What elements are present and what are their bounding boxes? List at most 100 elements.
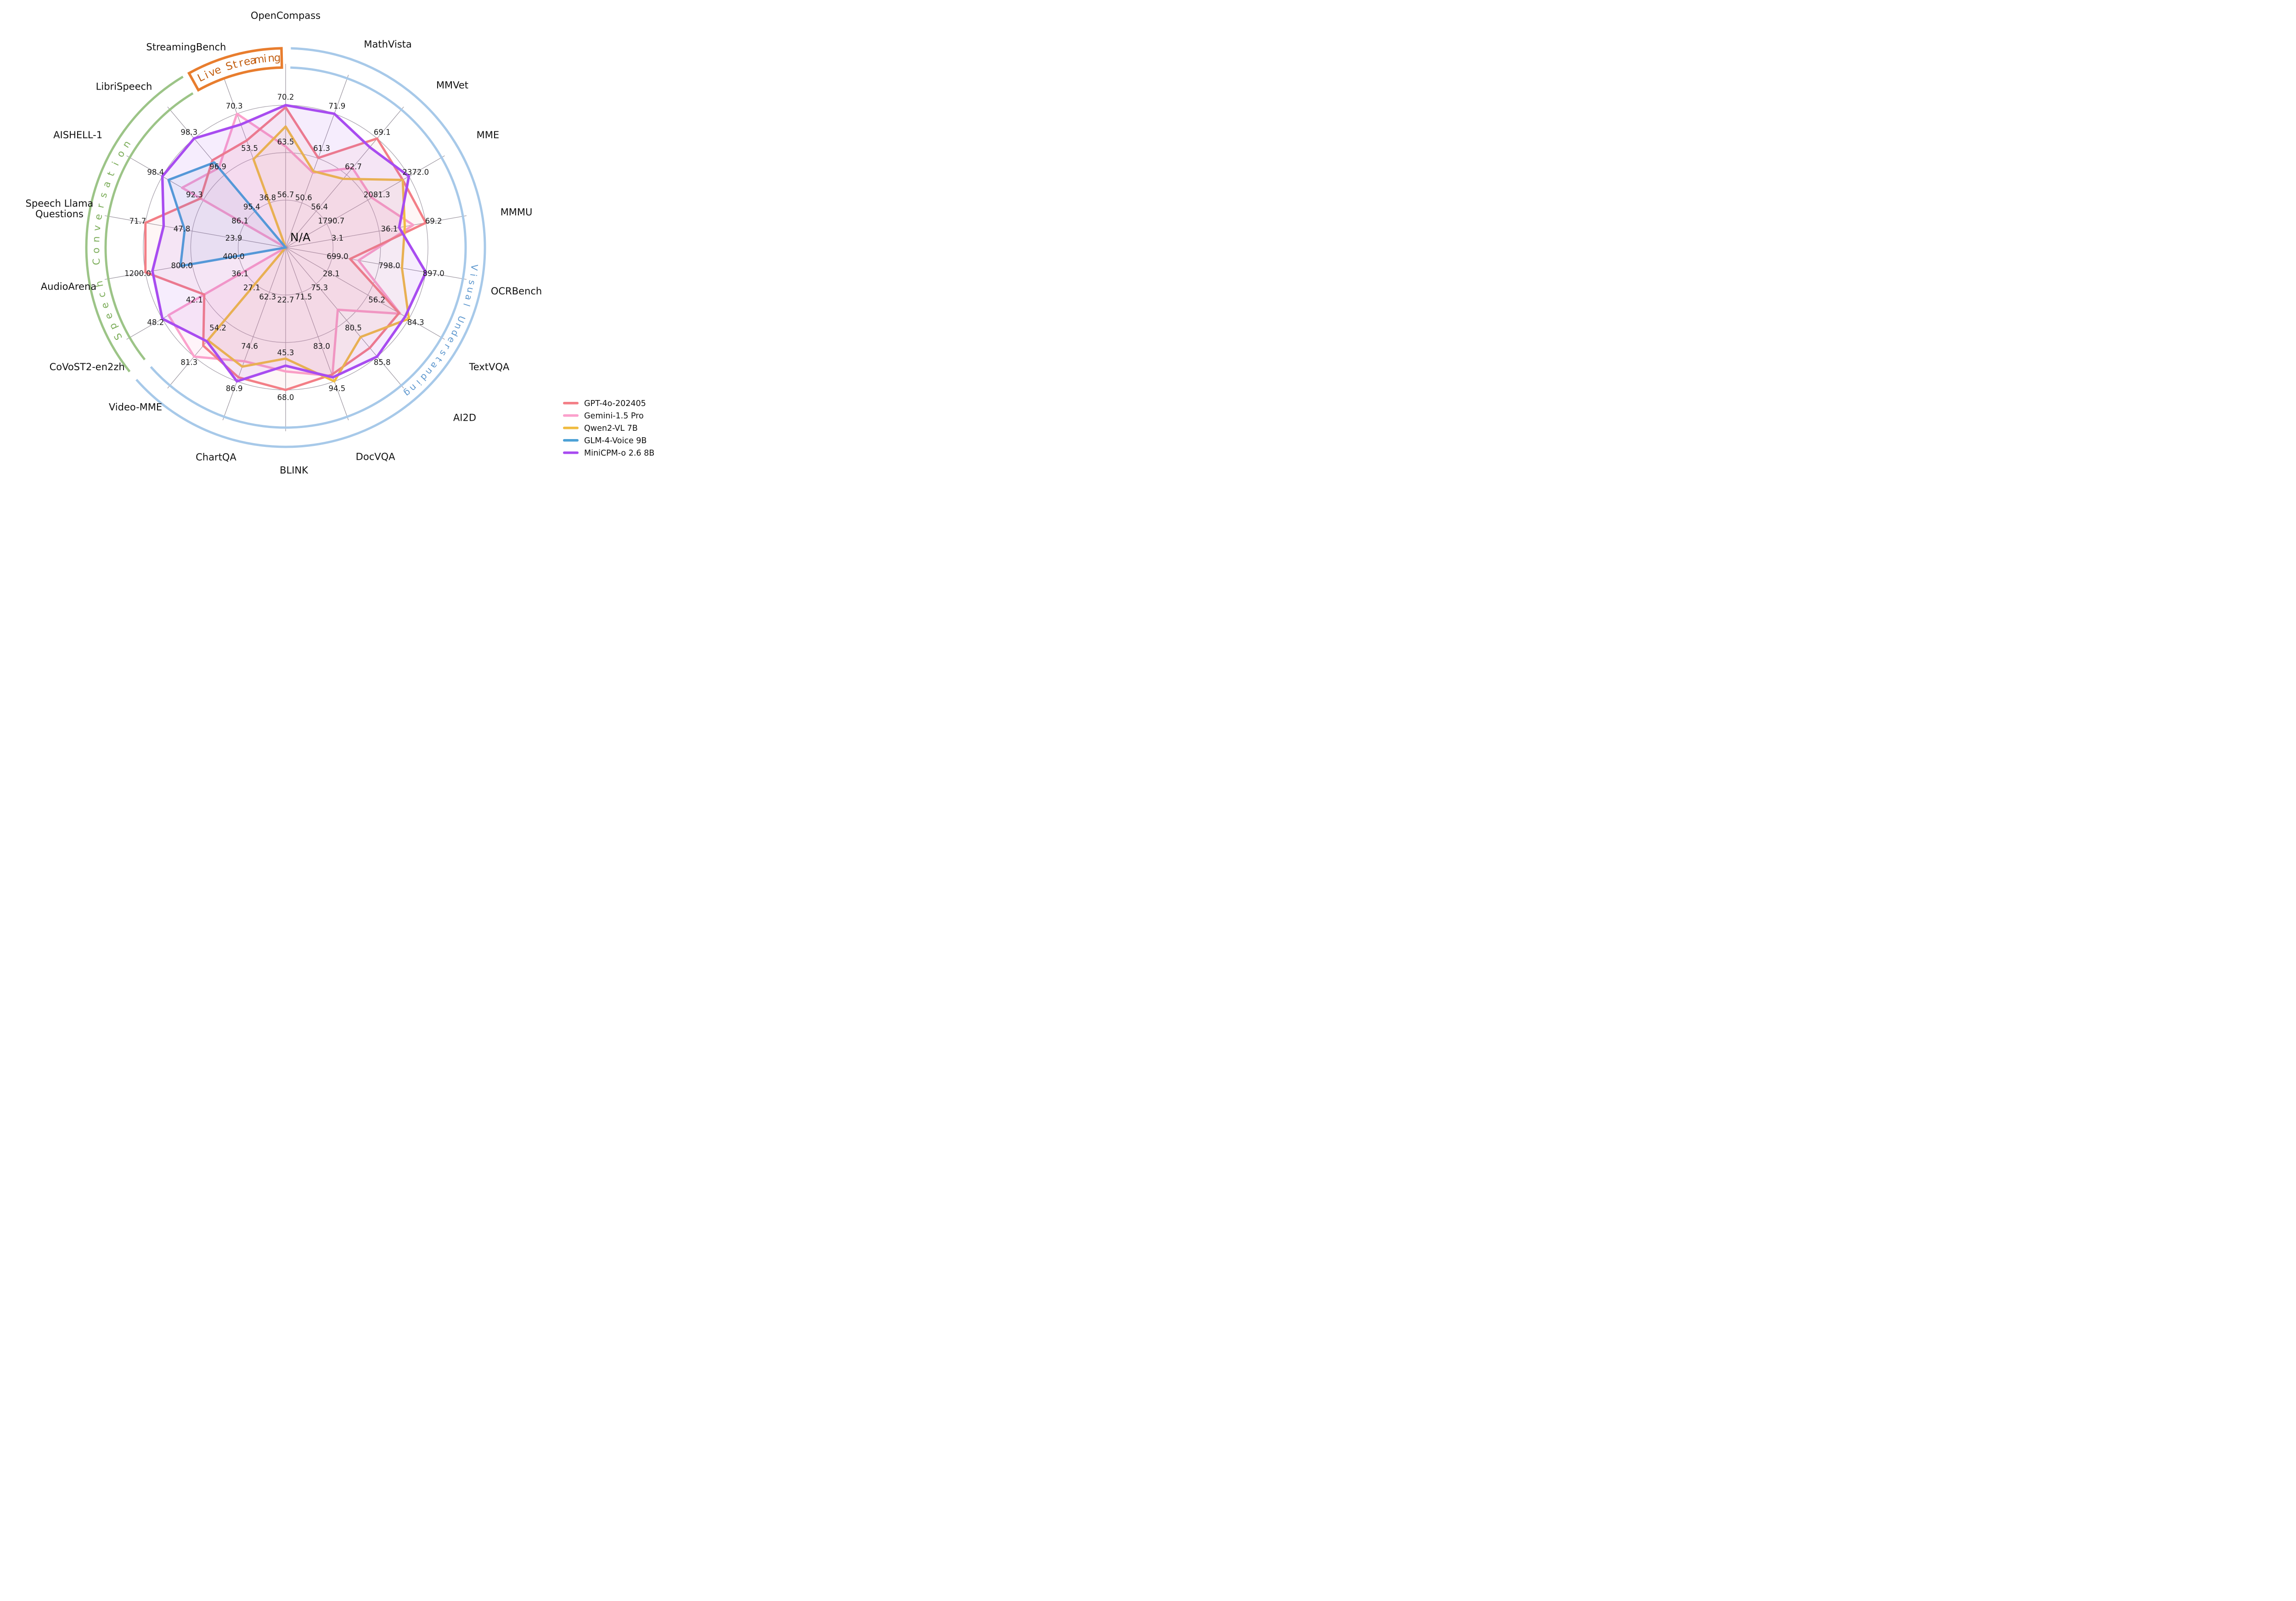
- legend-swatch-2: [563, 427, 579, 429]
- band-label-char-live: g: [274, 52, 281, 64]
- tick-label-axis15-ring2: 92.3: [186, 190, 203, 199]
- tick-label-axis9-ring1: 22.7: [277, 296, 294, 304]
- tick-label-axis15-ring3: 98.4: [147, 168, 164, 176]
- band-label-char-speech: h: [94, 280, 106, 288]
- tick-label-axis0-ring2: 63.5: [277, 138, 294, 147]
- tick-label-axis13-ring2: 800.0: [171, 261, 192, 270]
- tick-label-axis3-ring1: 1790.7: [318, 217, 344, 225]
- legend-label-2: Qwen2-VL 7B: [584, 424, 638, 433]
- axis-spoke-10: [222, 247, 286, 421]
- tick-label-axis12-ring3: 48.2: [147, 318, 164, 327]
- tick-label-axis0-ring1: 56.7: [277, 190, 294, 199]
- tick-label-axis13-ring3: 1200.0: [124, 269, 151, 278]
- axis-label-streamingbench: StreamingBench: [146, 42, 226, 53]
- band-label-char-speech: n: [120, 139, 133, 150]
- axis-label-ai2d: AI2D: [453, 412, 476, 423]
- tick-label-axis16-ring2: 96.9: [209, 162, 226, 171]
- tick-label-axis7-ring2: 80.5: [345, 324, 362, 333]
- band-label-char-speech: e: [99, 301, 111, 310]
- tick-label-axis8-ring1: 71.5: [295, 293, 312, 301]
- legend-label-1: Gemini-1.5 Pro: [584, 412, 644, 421]
- band-label-char-speech: i: [110, 160, 121, 168]
- tick-label-axis17-ring1: 36.8: [259, 193, 276, 202]
- axis-label-covost2-en2zh: CoVoST2-en2zh: [50, 361, 125, 372]
- tick-label-axis4-ring2: 36.1: [381, 225, 398, 233]
- band-label-char-live: i: [263, 53, 267, 65]
- legend: GPT-4o-202405 Gemini-1.5 Pro Qwen2-VL 7B GL…: [563, 399, 654, 458]
- axis-label-blink: BLINK: [280, 465, 309, 476]
- tick-label-axis5-ring2: 798.0: [378, 261, 400, 270]
- band-outer-arc-speech: [85, 75, 184, 372]
- band-label-char-live: m: [253, 53, 265, 67]
- tick-label-axis1-ring1: 50.6: [295, 193, 312, 202]
- tick-label-axis7-ring1: 75.3: [311, 283, 328, 292]
- band-label-char-speech: n: [90, 236, 102, 242]
- center-na-label: N/A: [290, 231, 310, 244]
- tick-label-axis6-ring1: 28.1: [323, 269, 340, 278]
- band-label-char-speech: C: [91, 258, 102, 265]
- axis-label-audioarena: AudioArena: [41, 281, 96, 292]
- axis-label-librispeech: LibriSpeech: [96, 81, 152, 92]
- band-inner-arc-speech: [104, 92, 194, 361]
- tick-label-axis3-ring3: 2372.0: [402, 168, 429, 176]
- tick-label-axis9-ring2: 45.3: [277, 348, 294, 357]
- axis-spoke-4: [285, 215, 467, 248]
- axis-spoke-6: [285, 247, 445, 340]
- tick-label-axis14-ring1: 23.9: [225, 234, 242, 242]
- axis-label-chartqa: ChartQA: [196, 451, 236, 462]
- tick-label-axis1-ring2: 61.3: [313, 144, 330, 152]
- tick-label-axis15-ring1: 86.1: [231, 217, 248, 225]
- band-label-char-live: n: [267, 52, 275, 65]
- tick-label-axis11-ring2: 54.2: [209, 324, 226, 333]
- band-label-char-speech: c: [96, 291, 108, 299]
- legend-label-3: GLM-4-Voice 9B: [584, 436, 647, 445]
- tick-label-axis16-ring1: 95.4: [243, 203, 260, 211]
- band-label-char-speech: a: [101, 180, 113, 189]
- tick-label-axis12-ring2: 42.1: [186, 296, 203, 304]
- tick-label-axis2-ring2: 62.7: [345, 162, 362, 171]
- band-label-char-speech: p: [107, 321, 119, 332]
- tick-label-axis17-ring2: 53.5: [241, 144, 258, 152]
- tick-label-axis17-ring3: 70.3: [226, 102, 243, 111]
- tick-label-axis13-ring1: 400.0: [223, 252, 244, 261]
- band-label-char-speech: v: [91, 225, 103, 231]
- band-label-char-speech: r: [95, 203, 106, 209]
- axis-label-speech-llama-questions: Speech Llama Questions: [26, 198, 94, 220]
- tick-label-axis14-ring2: 47.8: [174, 225, 191, 233]
- tick-label-axis2-ring1: 56.4: [311, 203, 328, 211]
- tick-label-axis4-ring1: 3.1: [332, 234, 343, 242]
- tick-label-axis8-ring3: 94.5: [328, 384, 345, 393]
- axis-spoke-1: [285, 74, 349, 248]
- band-label-char-speech: S: [112, 331, 124, 342]
- band-label-char-speech: o: [114, 148, 127, 159]
- axis-label-video-mme: Video-MME: [109, 401, 162, 412]
- axis-spoke-2: [285, 107, 404, 248]
- axis-spoke-7: [285, 247, 404, 389]
- legend-label-4: MiniCPM-o 2.6 8B: [584, 449, 654, 458]
- band-label-char-visual: i: [468, 273, 479, 277]
- tick-label-axis11-ring3: 81.3: [180, 358, 197, 367]
- axis-label-docvqa: DocVQA: [356, 451, 395, 462]
- tick-label-axis0-ring3: 70.2: [277, 93, 294, 101]
- band-label-char-visual: V: [469, 264, 480, 271]
- tick-label-axis1-ring3: 71.9: [328, 102, 345, 111]
- tick-label-axis2-ring3: 69.1: [374, 128, 391, 136]
- band-label-char-speech: e: [93, 213, 105, 221]
- tick-label-axis9-ring3: 68.0: [277, 393, 294, 402]
- tick-label-axis4-ring3: 69.2: [425, 217, 442, 225]
- tick-label-axis10-ring1: 62.3: [259, 293, 276, 301]
- axis-spoke-8: [285, 247, 349, 421]
- band-label-char-live: e: [242, 55, 251, 68]
- tick-label-axis6-ring2: 56.2: [368, 296, 385, 304]
- axis-label-mmvet: MMVet: [436, 80, 468, 91]
- band-label-char-visual: u: [465, 286, 476, 294]
- legend-swatch-0: [563, 402, 579, 405]
- axis-label-textvqa: TextVQA: [468, 361, 509, 372]
- band-label-char-speech: s: [97, 191, 109, 199]
- tick-label-axis16-ring3: 98.3: [180, 128, 197, 136]
- axis-label-aishell-1: AISHELL-1: [53, 130, 102, 141]
- axis-spoke-14: [104, 215, 286, 248]
- band-outer-arc-visual: [135, 47, 486, 448]
